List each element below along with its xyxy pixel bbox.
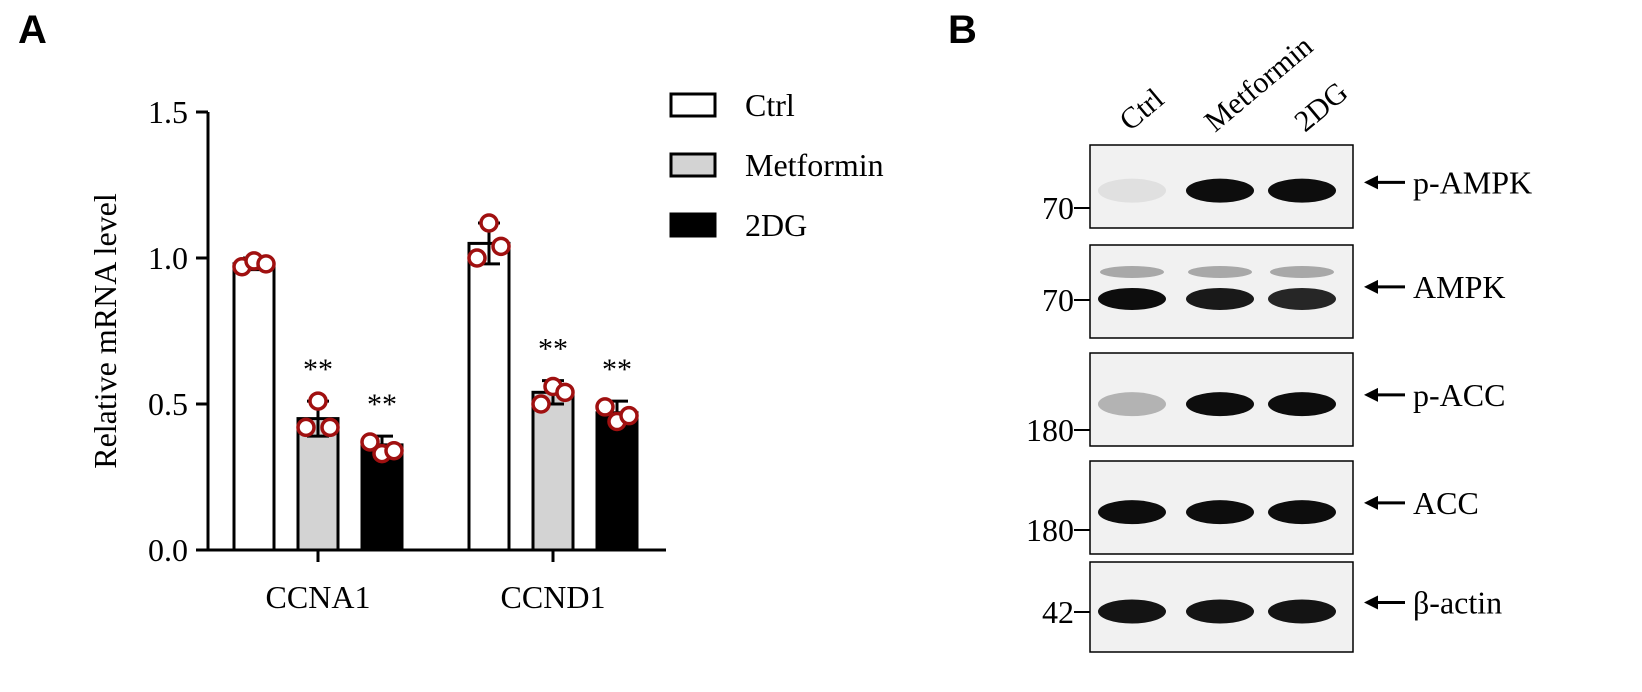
y-tick-label: 1.5 [148,94,188,130]
blot-band [1268,599,1336,624]
data-point [491,236,511,257]
protein-label: β-actin [1413,585,1502,621]
blot-band [1268,392,1336,417]
legend-label: Metformin [745,147,884,183]
arrow-head-icon [1364,495,1378,510]
bar [296,417,340,552]
blot-band [1186,500,1254,525]
blot-band [1098,287,1166,310]
bar [232,262,276,552]
blot-band [1098,178,1166,203]
lane-label: 2DG [1288,76,1354,139]
blot-band [1186,178,1254,203]
arrow-head-icon [1364,595,1378,610]
protein-label: p-AMPK [1413,164,1532,200]
lane-label: Ctrl [1113,82,1170,137]
blot-band [1268,500,1336,525]
legend-swatch [669,212,717,238]
arrow-head-icon [1364,279,1378,294]
y-tick-label: 0.5 [148,386,188,422]
blot-band [1268,178,1336,203]
y-tick-label: 1.0 [148,240,188,276]
marker-label: 70 [1042,282,1074,318]
bar [531,390,575,552]
protein-label: ACC [1413,485,1479,521]
data-point [360,432,380,452]
bar [595,411,639,552]
panel-label-b: B [948,8,977,52]
data-point [256,254,276,274]
blot-band [1270,266,1334,278]
data-point [555,382,575,403]
x-tick-label: CCND1 [501,579,606,615]
blot-band [1098,392,1166,417]
blot-band [1100,266,1164,278]
data-point [308,391,328,411]
arrow-head-icon [1364,175,1378,190]
data-point [320,417,340,438]
y-axis-title: Relative mRNA level [87,193,123,469]
blot-band [1188,266,1252,278]
significance-label: ** [538,333,568,366]
significance-label: ** [602,353,632,386]
blot-band [1098,500,1166,525]
protein-label: p-ACC [1413,377,1505,413]
marker-label: 70 [1042,190,1074,226]
protein-label: AMPK [1413,269,1505,305]
legend-swatch [669,152,717,178]
blot-band [1186,599,1254,624]
blot-band [1186,287,1254,310]
marker-label: 42 [1042,594,1074,630]
bar [467,241,511,552]
marker-label: 180 [1026,412,1074,448]
data-point [296,417,316,438]
significance-label: ** [367,388,397,421]
x-tick-label: CCNA1 [266,579,371,615]
y-tick-label: 0.0 [148,532,188,568]
data-point [467,248,487,268]
data-point [531,394,551,414]
panel-label-a: A [18,8,47,52]
blot-band [1098,599,1166,624]
data-point [384,440,404,461]
data-point [595,397,615,417]
legend-label: Ctrl [745,87,795,123]
data-point [479,213,499,233]
legend-swatch [669,92,717,118]
legend-label: 2DG [745,207,807,243]
significance-label: ** [303,353,333,386]
blot-band [1186,392,1254,417]
marker-label: 180 [1026,512,1074,548]
blot-band [1268,287,1336,310]
arrow-head-icon [1364,387,1378,402]
data-point [619,405,639,426]
